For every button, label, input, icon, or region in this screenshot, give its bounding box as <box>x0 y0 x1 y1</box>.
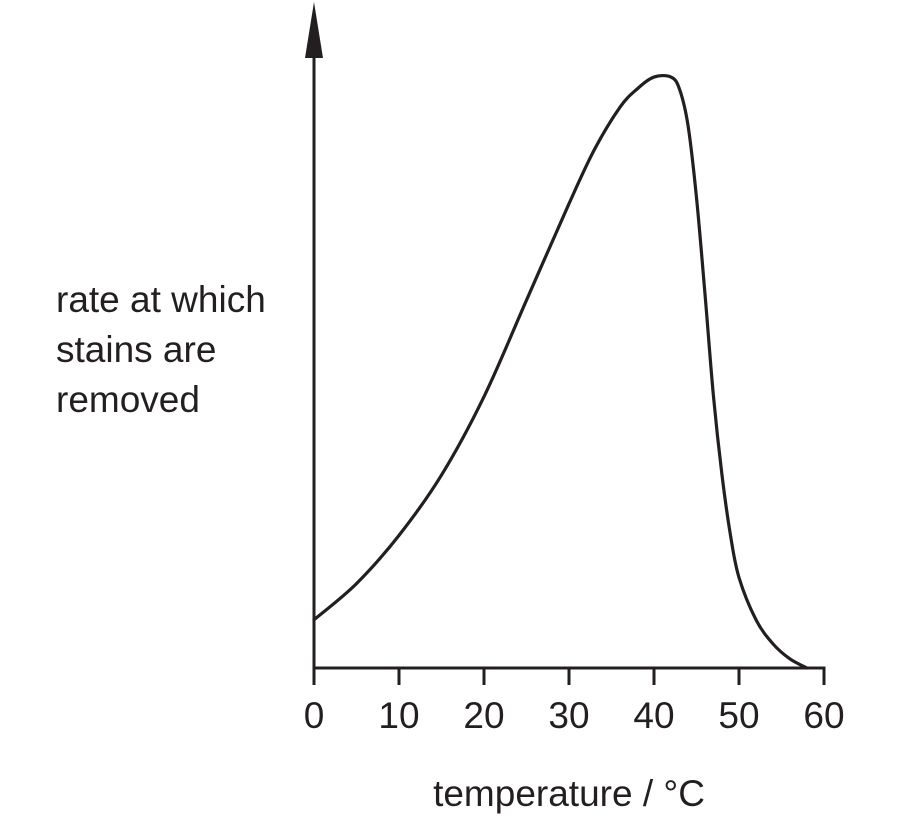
series-line <box>312 73 809 670</box>
y-axis-arrowhead <box>305 2 323 58</box>
x-axis-label: temperature / °C <box>433 773 705 814</box>
y-axis-label-line-3: removed <box>56 379 200 420</box>
x-tick-label: 20 <box>463 695 504 736</box>
axes <box>305 2 826 670</box>
x-tick-label: 50 <box>718 695 759 736</box>
x-ticks: 0 10 20 30 40 50 60 <box>304 668 845 736</box>
x-tick-label: 0 <box>304 695 325 736</box>
y-axis-label-line-2: stains are <box>56 329 217 370</box>
x-tick-label: 60 <box>803 695 844 736</box>
y-axis-label-line-1: rate at which <box>56 279 266 320</box>
x-tick-label: 30 <box>548 695 589 736</box>
y-axis-label: rate at which stains are removed <box>56 275 266 425</box>
series-layer <box>312 73 809 670</box>
x-tick-label: 40 <box>633 695 674 736</box>
x-tick-label: 10 <box>378 695 419 736</box>
